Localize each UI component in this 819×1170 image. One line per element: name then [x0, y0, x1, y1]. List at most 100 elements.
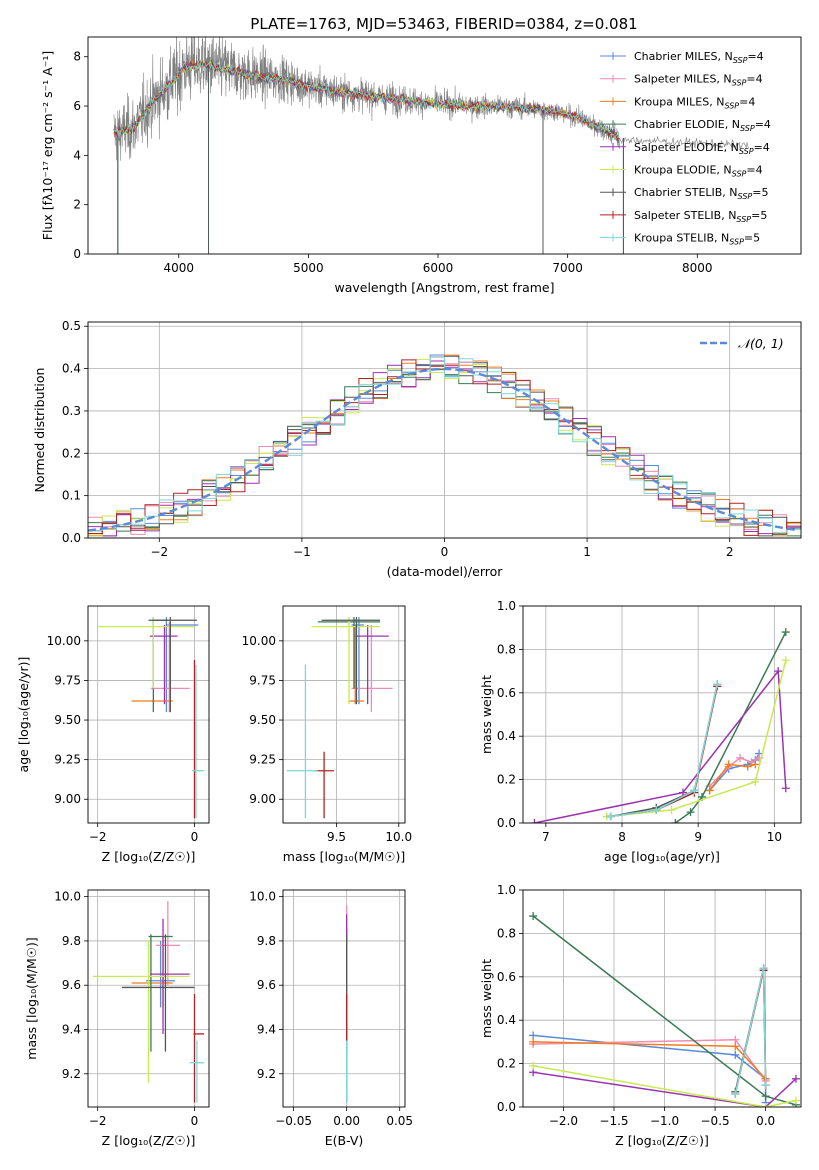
x-axis-label: E(B-V) — [325, 1133, 364, 1148]
errorbar-point-5 — [97, 617, 195, 689]
x-tick-label: −2 — [89, 830, 107, 844]
weight-marker — [606, 812, 615, 821]
y-tick-label: 9.50 — [249, 713, 276, 727]
y-tick-label: 9.2 — [62, 1067, 81, 1081]
model-spectrum-8 — [113, 60, 620, 141]
axes-frame — [282, 605, 406, 824]
errorbar-point-5 — [311, 617, 381, 705]
x-tick-label: 10.0 — [385, 830, 412, 844]
normal-legend-label: 𝒩(0, 1) — [738, 336, 784, 351]
panel-z-mass: −2 0 9.2 9.4 9.6 9.8 10.0 Z [log₁₀(Z/Z☉)] mass [… — [24, 889, 210, 1148]
weight-marker — [731, 1050, 740, 1059]
x-axis-label: wavelength [Angstrom, rest frame] — [334, 280, 554, 295]
errorbar-point-1 — [351, 625, 393, 713]
observed-spectrum — [113, 37, 620, 161]
x-tick-label: 6000 — [423, 261, 454, 275]
y-axis-label: mass [log₁₀(M/M☉)] — [24, 937, 39, 1059]
y-tick-label: 4 — [73, 148, 81, 162]
weight-marker — [791, 1096, 800, 1105]
x-axis-label: Z [log₁₀(Z/Z☉)] — [102, 1133, 196, 1148]
x-tick-label: 5000 — [293, 261, 324, 275]
x-axis-label: Z [log₁₀(Z/Z☉)] — [102, 849, 196, 864]
y-tick-label: 0.4 — [497, 729, 516, 743]
legend-entry-7: Salpeter STELIB, NSSP=5 — [634, 209, 767, 224]
legend-entry-2: Kroupa MILES, NSSP=4 — [634, 95, 755, 110]
panel-spectrum: 4000 5000 6000 7000 8000 0 2 4 6 8 wavelength [Ang… — [40, 36, 802, 295]
y-tick-label: 9.2 — [257, 1067, 276, 1081]
panel-mass-age: 9.5 10.0 9.00 9.25 9.50 9.75 10.00 mass [log₁₀(… — [242, 605, 412, 864]
y-tick-label: 1.0 — [497, 599, 516, 613]
y-axis-label: Flux [fλ10⁻¹⁷ erg cm⁻² s⁻¹ A⁻¹] — [40, 51, 55, 240]
weight-series-5 — [532, 1065, 797, 1107]
y-tick-label: 2 — [73, 198, 81, 212]
y-tick-label: 9.25 — [54, 753, 81, 767]
y-tick-label: 0.0 — [62, 531, 81, 545]
weight-marker — [671, 819, 680, 823]
normal-reference-curve — [88, 367, 799, 532]
weight-marker — [690, 786, 699, 795]
legend-entry-6: Chabrier STELIB, NSSP=5 — [634, 186, 768, 201]
plot-area-z-age — [97, 617, 205, 819]
weight-marker — [529, 912, 538, 921]
panel-ebv-mass: −0.05 0.00 0.05 9.2 9.4 9.6 9.8 10.0 E(B-V) — [249, 889, 413, 1148]
x-axis-label: age [log₁₀(age/yr)] — [604, 849, 720, 864]
weight-marker — [751, 777, 760, 786]
y-tick-label: 0.6 — [497, 686, 516, 700]
errorbar-point-6 — [148, 617, 197, 713]
weight-marker — [529, 1037, 538, 1046]
x-tick-label: 0.0 — [756, 1114, 775, 1128]
errorbar-point-7 — [314, 751, 335, 819]
weight-marker — [736, 753, 745, 762]
errorbar-point-8 — [192, 664, 205, 819]
y-tick-label: 9.4 — [257, 1023, 276, 1037]
weight-series-0 — [533, 1034, 767, 1103]
x-tick-label: −0.05 — [275, 1114, 312, 1128]
axes-frame — [282, 889, 406, 1108]
x-tick-label: 10 — [767, 830, 782, 844]
y-tick-label: 0.8 — [497, 642, 516, 656]
weight-marker — [713, 680, 722, 689]
errorbar-point-7 — [193, 994, 205, 1103]
y-tick-label: 1.0 — [497, 883, 516, 897]
x-tick-label: 4000 — [163, 261, 194, 275]
errorbar-point-4 — [355, 625, 389, 705]
x-tick-label: 0.05 — [386, 1114, 413, 1128]
errorbar-point-6 — [321, 617, 381, 705]
plot-area-z-mass — [92, 901, 205, 1103]
legend-entry-4: Salpeter ELODIE, NSSP=4 — [634, 141, 770, 156]
x-tick-label: 2 — [726, 545, 734, 559]
x-axis-label: (data-model)/error — [387, 564, 504, 579]
panel-weight-age: 7 8 9 10 0.0 0.2 0.4 0.6 0.8 1.0 age [log₁₀(age/yr… — [479, 599, 802, 864]
y-tick-label: 0.5 — [62, 319, 81, 333]
weight-marker — [781, 628, 790, 637]
x-tick-label: −0.5 — [701, 1114, 730, 1128]
plot-area-weight-z — [529, 912, 800, 1107]
x-tick-label: 8000 — [682, 261, 713, 275]
y-tick-label: 0.0 — [497, 1100, 516, 1114]
y-tick-label: 0.2 — [62, 446, 81, 460]
y-tick-label: 0.3 — [62, 404, 81, 418]
y-tick-label: 9.75 — [249, 673, 276, 687]
weight-marker — [781, 656, 790, 665]
errorbar-point-2 — [131, 936, 173, 1008]
panel-z-age: −2 0 9.00 9.25 9.50 9.75 10.00 Z [log₁₀(Z/Z☉)] a… — [16, 605, 210, 864]
x-axis-label: Z [log₁₀(Z/Z☉)] — [615, 1133, 709, 1148]
weight-marker — [759, 964, 768, 973]
legend-entry-5: Kroupa ELODIE, NSSP=4 — [634, 164, 763, 179]
errorbar-point-5 — [92, 940, 190, 1083]
weight-marker — [781, 784, 790, 793]
y-tick-label: 9.50 — [54, 713, 81, 727]
weight-marker — [731, 1042, 740, 1051]
x-tick-label: 9 — [694, 830, 702, 844]
weight-marker — [529, 1061, 538, 1070]
errorbar-point-0 — [165, 617, 199, 713]
y-tick-label: 0 — [73, 247, 81, 261]
errorbar-point-3 — [151, 617, 168, 713]
weight-series-5 — [606, 660, 787, 818]
x-tick-label: 7000 — [552, 261, 583, 275]
axes-frame — [522, 889, 802, 1108]
x-tick-label: 0 — [191, 830, 199, 844]
histogram-8 — [88, 356, 801, 533]
y-tick-label: 9.6 — [62, 978, 81, 992]
weight-marker — [791, 1074, 800, 1083]
